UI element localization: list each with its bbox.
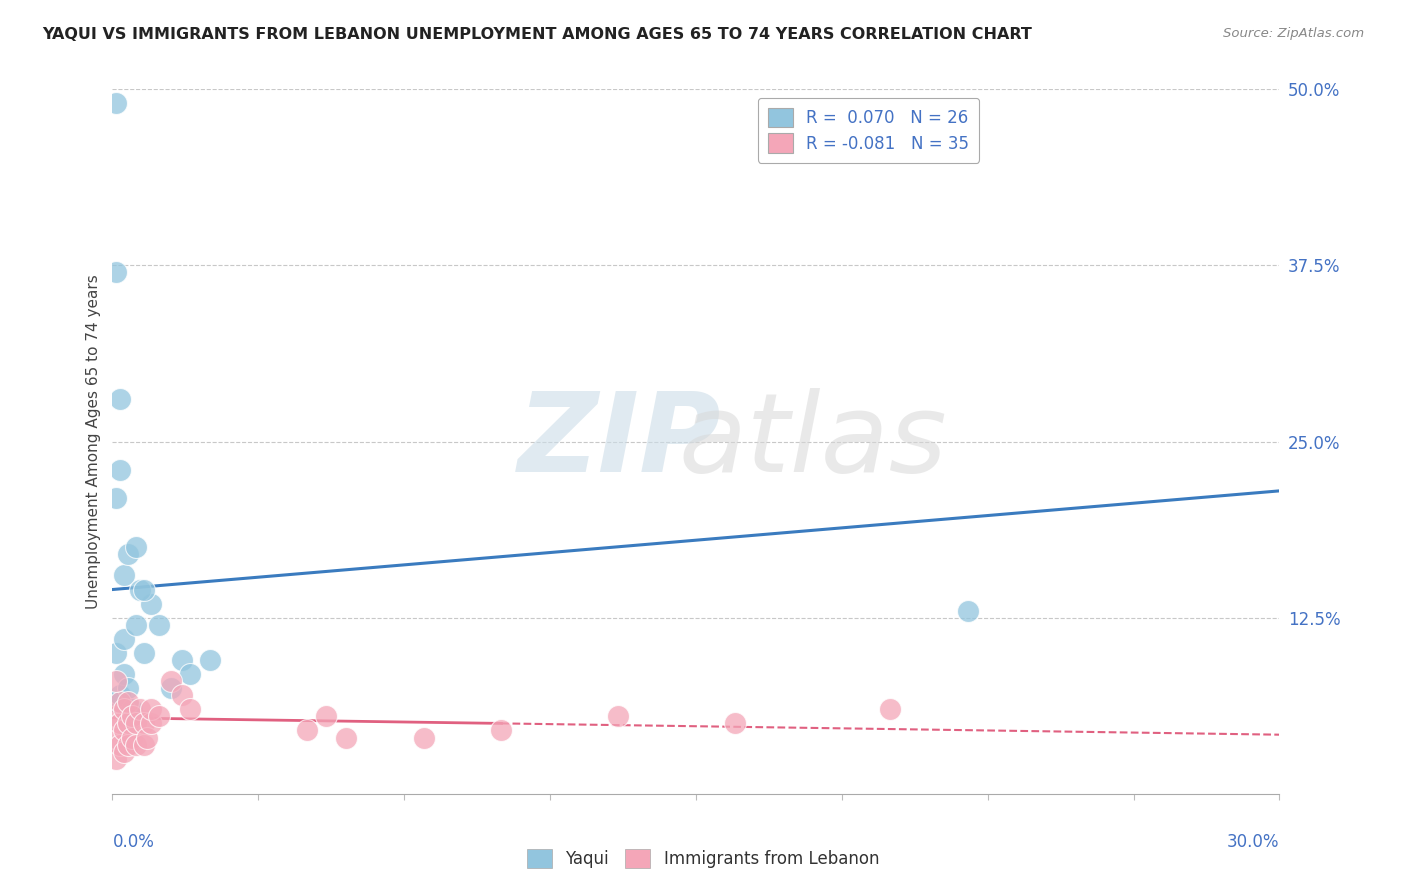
Point <box>198 653 221 667</box>
Point <box>125 541 148 555</box>
Legend: Yaqui, Immigrants from Lebanon: Yaqui, Immigrants from Lebanon <box>520 842 886 875</box>
Point <box>179 702 201 716</box>
Point <box>128 582 150 597</box>
Point <box>110 738 132 752</box>
Point <box>110 392 132 407</box>
Point <box>412 731 434 745</box>
Point <box>132 646 155 660</box>
Point <box>957 604 980 618</box>
Text: atlas: atlas <box>678 388 948 495</box>
Point <box>132 582 155 597</box>
Point <box>105 674 128 689</box>
Point <box>607 709 630 723</box>
Point <box>121 731 143 745</box>
Point <box>117 695 139 709</box>
Y-axis label: Unemployment Among Ages 65 to 74 years: Unemployment Among Ages 65 to 74 years <box>86 274 101 609</box>
Point <box>112 632 135 646</box>
Point <box>117 681 139 696</box>
Point <box>105 96 128 111</box>
Point <box>148 617 170 632</box>
Legend: R =  0.070   N = 26, R = -0.081   N = 35: R = 0.070 N = 26, R = -0.081 N = 35 <box>758 97 980 162</box>
Point <box>117 738 139 752</box>
Point <box>121 702 143 716</box>
Point <box>125 716 148 731</box>
Point <box>335 731 357 745</box>
Point <box>112 667 135 681</box>
Point <box>105 731 128 745</box>
Point <box>105 491 128 505</box>
Point <box>110 695 132 709</box>
Point <box>295 723 318 738</box>
Point <box>112 568 135 582</box>
Point <box>148 709 170 723</box>
Point <box>117 547 139 561</box>
Text: 30.0%: 30.0% <box>1227 832 1279 851</box>
Point <box>136 731 159 745</box>
Point <box>141 597 163 611</box>
Point <box>110 688 132 702</box>
Point <box>879 702 901 716</box>
Point <box>160 681 183 696</box>
Point <box>179 667 201 681</box>
Point <box>125 738 148 752</box>
Text: 0.0%: 0.0% <box>112 832 155 851</box>
Point <box>172 688 194 702</box>
Point <box>315 709 337 723</box>
Text: Source: ZipAtlas.com: Source: ZipAtlas.com <box>1223 27 1364 40</box>
Point <box>105 646 128 660</box>
Point <box>125 617 148 632</box>
Point <box>112 702 135 716</box>
Point <box>172 653 194 667</box>
Point <box>141 716 163 731</box>
Point <box>112 745 135 759</box>
Point <box>141 702 163 716</box>
Point <box>105 751 128 765</box>
Point <box>105 695 128 709</box>
Point <box>491 723 513 738</box>
Point <box>132 738 155 752</box>
Point <box>160 674 183 689</box>
Point <box>128 702 150 716</box>
Text: YAQUI VS IMMIGRANTS FROM LEBANON UNEMPLOYMENT AMONG AGES 65 TO 74 YEARS CORRELAT: YAQUI VS IMMIGRANTS FROM LEBANON UNEMPLO… <box>42 27 1032 42</box>
Point <box>121 709 143 723</box>
Point <box>117 716 139 731</box>
Point <box>110 716 132 731</box>
Point <box>724 716 747 731</box>
Point <box>105 709 128 723</box>
Point <box>132 716 155 731</box>
Text: ZIP: ZIP <box>519 388 721 495</box>
Point <box>110 463 132 477</box>
Point <box>105 265 128 279</box>
Point <box>112 723 135 738</box>
